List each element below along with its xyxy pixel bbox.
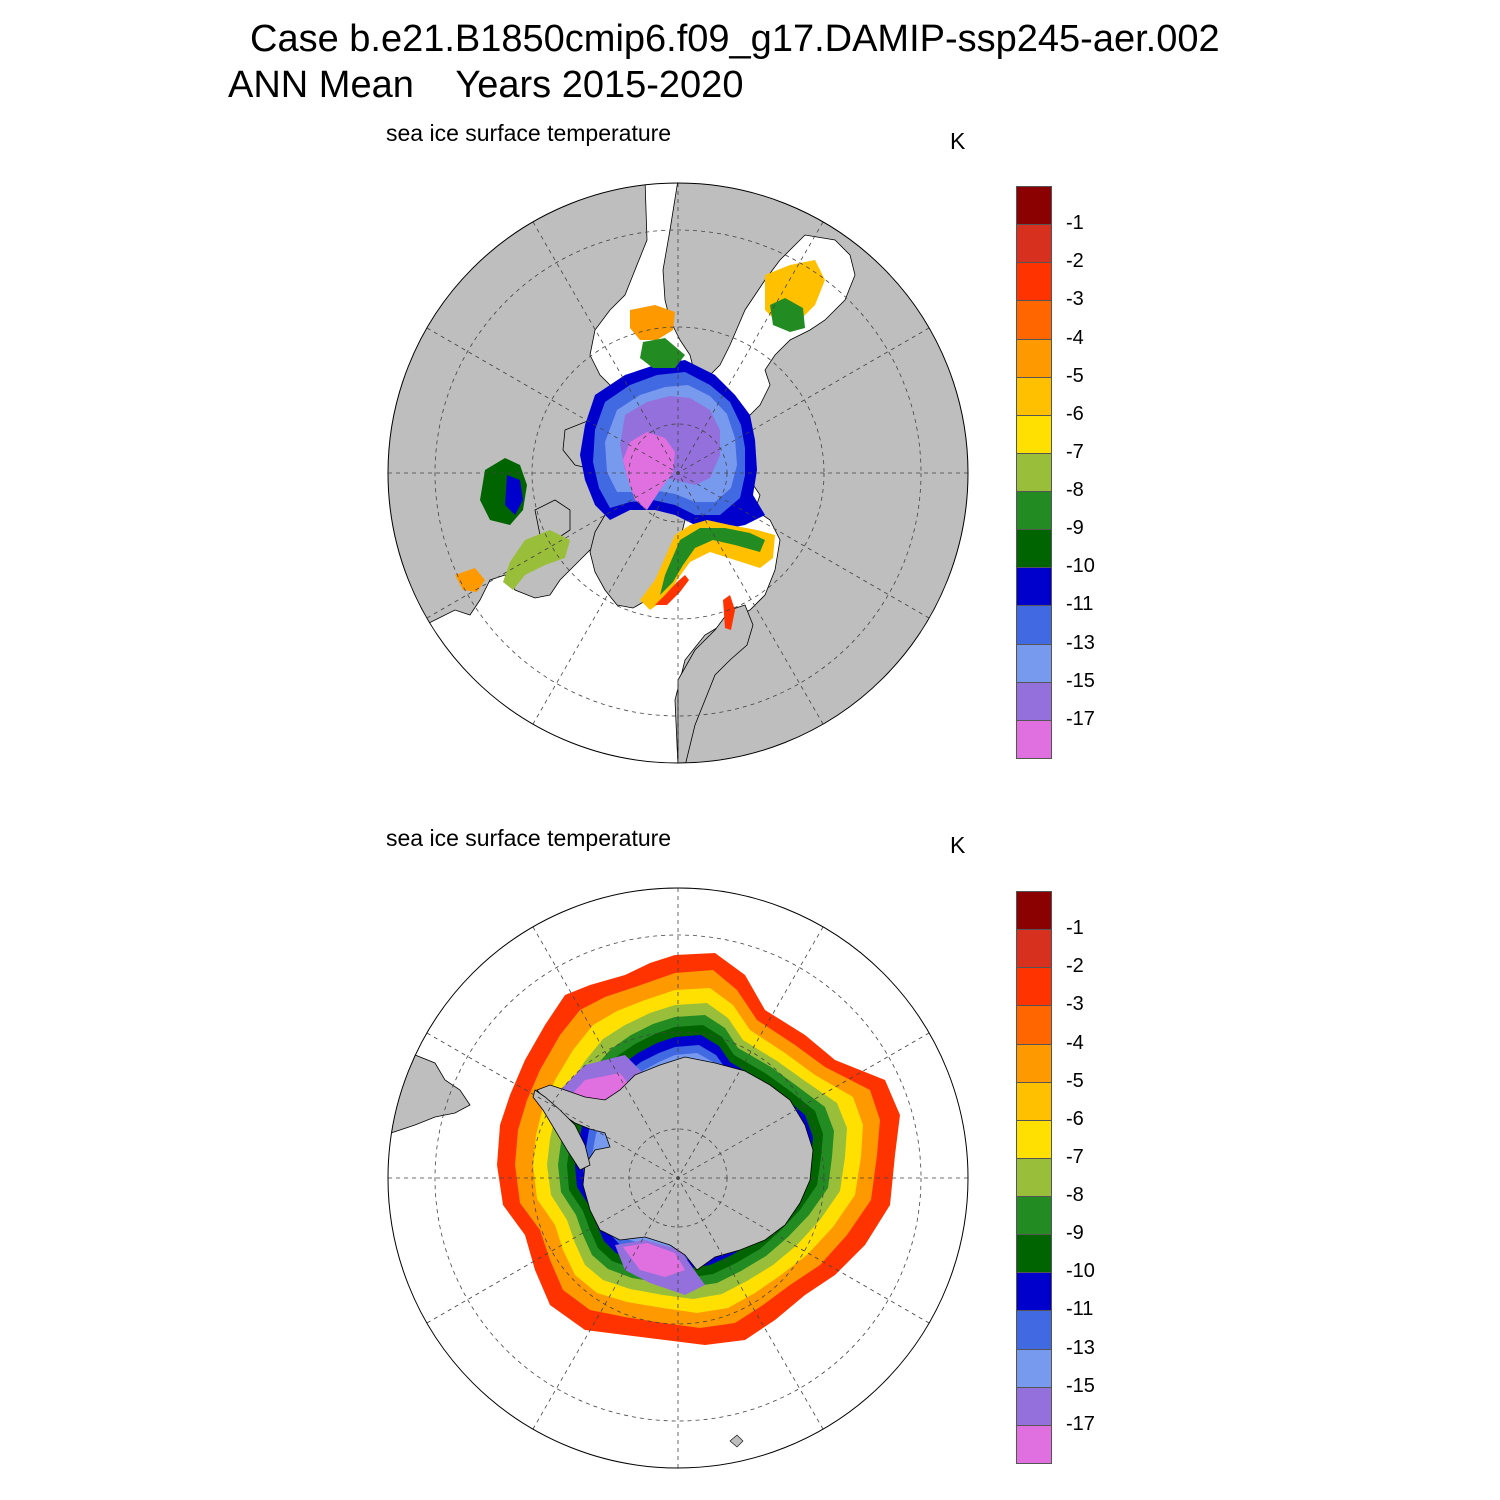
colorbar-tick-label: -8 <box>1066 1184 1084 1207</box>
south-polar-map <box>387 887 969 1469</box>
colorbar-swatch <box>1016 719 1052 759</box>
colorbar-swatch <box>1016 491 1052 531</box>
units-label-south: K <box>950 832 966 858</box>
land-antarctica <box>536 1056 814 1271</box>
colorbar-tick-label: -3 <box>1066 993 1084 1016</box>
colorbar-swatch <box>1016 300 1052 340</box>
figure-title-case: Case b.e21.B1850cmip6.f09_g17.DAMIP-ssp2… <box>250 18 1220 60</box>
north-polar-map <box>387 182 969 764</box>
colorbar-tick-label: -15 <box>1066 1374 1095 1397</box>
colorbar-swatch <box>1016 1272 1052 1312</box>
ice-baltic <box>723 595 735 630</box>
colorbar-tick-label: -7 <box>1066 1145 1084 1168</box>
colorbar-swatch <box>1016 643 1052 683</box>
colorbar-tick-label: -15 <box>1066 669 1095 692</box>
colorbar-tick-label: -5 <box>1066 1069 1084 1092</box>
land-europe <box>677 604 754 763</box>
colorbar-swatch <box>1016 567 1052 607</box>
colorbar-swatch <box>1016 1157 1052 1198</box>
ice-bering <box>630 305 675 340</box>
colorbar-tick-label: -2 <box>1066 250 1084 273</box>
colorbar-swatch <box>1016 1119 1052 1159</box>
ice-arctic-coldest <box>623 432 675 510</box>
colorbar-south: -1 -2 -3 -4 -5 -6 -7 -8 -9 -10 -11 -13 -15 -17 <box>1016 891 1095 1464</box>
colorbar-swatch <box>1016 1424 1052 1464</box>
ice-ross-coldest <box>623 1243 685 1277</box>
colorbar-north: -1 -2 -3 -4 -5 -6 -7 -8 -9 -10 -11 -13 -15 -17 <box>1016 186 1095 759</box>
colorbar-tick-label: -5 <box>1066 364 1084 387</box>
colorbar-tick-label: -9 <box>1066 517 1084 540</box>
colorbar-swatch <box>1016 929 1052 969</box>
panel-title-north: sea ice surface temperature <box>386 120 672 146</box>
colorbar-tick-label: -10 <box>1066 555 1095 578</box>
colorbar-swatch <box>1016 262 1052 302</box>
colorbar-tick-label: -13 <box>1066 1336 1095 1359</box>
colorbar-swatch <box>1016 605 1052 645</box>
colorbar-swatch <box>1016 414 1052 454</box>
colorbar-tick-label: -7 <box>1066 440 1084 463</box>
ice-bering-green <box>640 338 685 368</box>
colorbar-tick-label: -9 <box>1066 1222 1084 1245</box>
colorbar-tick-label: -11 <box>1066 1298 1094 1321</box>
graticule <box>388 183 968 763</box>
colorbar-tick-label: -17 <box>1066 1412 1095 1435</box>
panel-title-south: sea ice surface temperature <box>386 825 672 851</box>
land-antarctic-peninsula <box>532 1089 591 1171</box>
colorbar-swatch <box>1016 1348 1052 1388</box>
ice-greenland-sea-red <box>655 575 689 605</box>
colorbar-swatch <box>1016 186 1052 226</box>
colorbar-tick-label: -1 <box>1066 212 1084 235</box>
colorbar-swatch <box>1016 1005 1052 1045</box>
colorbar-swatch <box>1016 681 1052 721</box>
map-boundary <box>387 887 969 1469</box>
colorbar-swatch <box>1016 338 1052 378</box>
colorbar-swatch <box>1016 1234 1052 1274</box>
colorbar-tick-label: -13 <box>1066 631 1095 654</box>
colorbar-tick-label: -4 <box>1066 326 1084 349</box>
colorbar-swatch <box>1016 1081 1052 1121</box>
colorbar-swatch <box>1016 224 1052 264</box>
colorbar-swatch <box>1016 529 1052 569</box>
colorbar-tick-label: -6 <box>1066 402 1084 425</box>
colorbar-tick-label: -17 <box>1066 707 1095 730</box>
colorbar-tick-label: -1 <box>1066 917 1084 940</box>
units-label-north: K <box>950 128 966 154</box>
ice-greenland-sea-green <box>660 528 765 595</box>
graticule <box>388 888 968 1468</box>
colorbar-swatch <box>1016 1386 1052 1426</box>
colorbar-tick-label: -3 <box>1066 288 1084 311</box>
colorbar-swatch <box>1016 452 1052 493</box>
colorbar-swatch <box>1016 891 1052 931</box>
figure-title-period: ANN Mean Years 2015-2020 <box>228 64 743 107</box>
map-boundary <box>387 182 969 764</box>
colorbar-tick-label: -11 <box>1066 593 1094 616</box>
colorbar-swatch <box>1016 376 1052 416</box>
colorbar-tick-label: -10 <box>1066 1260 1095 1283</box>
colorbar-tick-label: -4 <box>1066 1031 1084 1054</box>
colorbar-tick-label: -8 <box>1066 479 1084 502</box>
colorbar-swatch <box>1016 1043 1052 1083</box>
colorbar-swatch <box>1016 1310 1052 1350</box>
ice-okhotsk-green <box>770 298 805 332</box>
colorbar-tick-label: -6 <box>1066 1107 1084 1130</box>
ice-st-lawrence <box>455 568 485 592</box>
land-sub-antarctic-island <box>729 1434 744 1448</box>
colorbar-swatch <box>1016 967 1052 1007</box>
colorbar-swatch <box>1016 1196 1052 1236</box>
ice-hudson-bay-core <box>505 475 523 515</box>
years-label: Years 2015-2020 <box>455 64 744 106</box>
colorbar-tick-label: -2 <box>1066 955 1084 978</box>
season-label: ANN Mean <box>228 64 414 106</box>
